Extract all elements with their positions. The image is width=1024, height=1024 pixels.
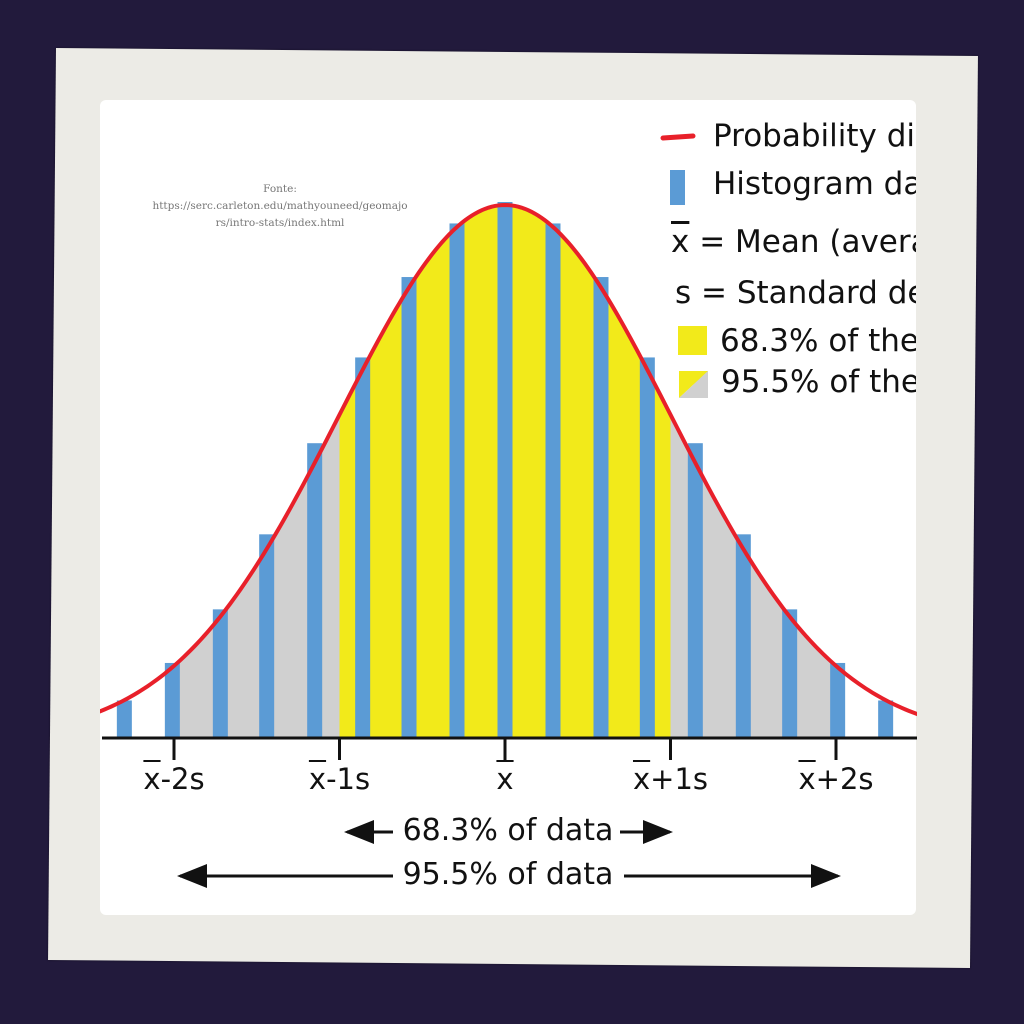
histogram-bar bbox=[307, 443, 323, 738]
legend-two-sd: 95.5% of the bbox=[721, 364, 916, 400]
histogram-bar bbox=[545, 223, 561, 738]
mean-symbol: x bbox=[496, 762, 514, 796]
x-tick-label: x-2s bbox=[143, 762, 204, 796]
histogram-bar bbox=[735, 534, 751, 738]
legend-bars: Histogram da bbox=[713, 166, 916, 202]
x-tick-label: x+1s bbox=[633, 762, 708, 796]
histogram-bar bbox=[878, 700, 894, 738]
tick-suffix: +2s bbox=[815, 762, 874, 796]
tick-suffix: +1s bbox=[650, 762, 709, 796]
tick-suffix: -2s bbox=[160, 762, 205, 796]
legend-one-sd-swatch bbox=[678, 326, 707, 355]
legend-curve-swatch bbox=[660, 133, 696, 141]
mean-symbol: x bbox=[632, 762, 651, 796]
histogram-bar bbox=[164, 662, 180, 738]
probability-curve bbox=[100, 202, 917, 717]
tick-suffix: -1s bbox=[326, 762, 371, 796]
histogram-bar bbox=[259, 534, 275, 738]
legend-clip: Probability dis Histogram da x = Mean (a… bbox=[100, 100, 916, 915]
histogram-bar bbox=[639, 357, 655, 738]
range-label-two-sd: 95.5% of data bbox=[402, 857, 614, 892]
mean-symbol: x bbox=[143, 762, 161, 796]
source-caption: Fonte: https://serc.carleton.edu/mathyou… bbox=[120, 181, 440, 232]
source-label: Fonte: bbox=[263, 183, 297, 195]
source-url-1: https://serc.carleton.edu/mathyouneed/ge… bbox=[152, 200, 408, 212]
histogram-bar bbox=[687, 443, 703, 738]
legend-one-sd: 68.3% of the bbox=[720, 323, 916, 359]
legend-mean: x = Mean (avera bbox=[671, 224, 916, 260]
legend-sd: s = Standard dev bbox=[675, 275, 916, 311]
histogram-bar bbox=[212, 609, 228, 738]
histogram-bar bbox=[782, 609, 798, 738]
histogram-bar bbox=[830, 662, 846, 738]
range-label-one-sd: 68.3% of data bbox=[402, 813, 614, 848]
histogram-bar bbox=[355, 357, 371, 738]
x-tick-label: x-1s bbox=[309, 762, 370, 796]
histogram-bar bbox=[401, 277, 417, 738]
histogram-bar bbox=[497, 202, 513, 738]
legend-bar-swatch bbox=[670, 170, 685, 205]
x-tick-label: x+2s bbox=[798, 762, 873, 796]
legend-mean-text: = Mean (avera bbox=[689, 224, 916, 260]
legend-curve: Probability dis bbox=[713, 118, 916, 154]
histogram-bar bbox=[449, 223, 465, 738]
mean-symbol: x bbox=[798, 762, 816, 796]
mean-symbol: x bbox=[308, 762, 327, 796]
x-tick-label: x bbox=[496, 762, 513, 796]
source-url-2: rs/intro-stats/index.html bbox=[215, 217, 345, 229]
histogram-bar bbox=[116, 700, 132, 738]
legend-two-sd-swatch bbox=[679, 371, 708, 398]
histogram-bar bbox=[593, 277, 609, 738]
mean-symbol: x bbox=[671, 224, 690, 260]
